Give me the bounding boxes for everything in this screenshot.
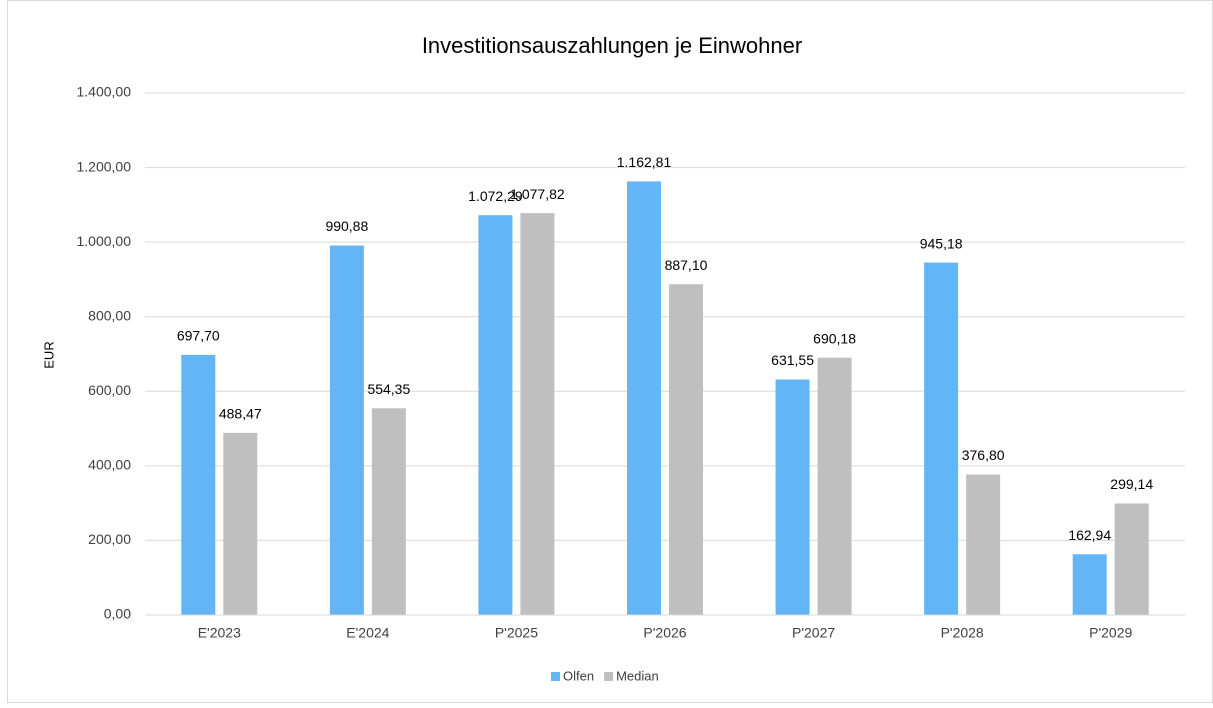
y-tick-label: 600,00 — [88, 382, 131, 398]
value-label: 887,10 — [665, 257, 708, 273]
y-tick-label: 1.000,00 — [77, 233, 132, 249]
value-label: 488,47 — [219, 406, 262, 422]
legend-swatch — [551, 672, 560, 681]
legend-swatch — [604, 672, 614, 681]
value-label: 945,18 — [920, 235, 963, 251]
value-label: 299,14 — [1110, 476, 1153, 492]
bar — [478, 215, 513, 615]
y-tick-label: 800,00 — [88, 307, 131, 323]
bar — [775, 379, 810, 615]
x-tick-label: E'2024 — [346, 625, 389, 641]
bar — [520, 213, 555, 615]
y-tick-label: 0,00 — [104, 606, 131, 622]
value-label: 1.162,81 — [617, 154, 672, 170]
value-label: 1.077,82 — [510, 186, 565, 202]
x-tick-label: P'2027 — [792, 625, 835, 641]
x-tick-label: P'2029 — [1089, 625, 1132, 641]
bar — [924, 262, 959, 615]
value-label: 554,35 — [367, 381, 410, 397]
bar — [371, 408, 406, 615]
x-tick-label: P'2026 — [643, 625, 686, 641]
legend-label: Olfen — [563, 668, 594, 683]
y-tick-label: 1.400,00 — [77, 84, 132, 100]
value-label: 631,55 — [771, 352, 814, 368]
bar — [669, 284, 703, 615]
y-axis-label: EUR — [41, 341, 56, 368]
x-tick-label: P'2025 — [495, 625, 538, 641]
bar — [1072, 554, 1107, 615]
chart-title: Investitionsauszahlungen je Einwohner — [422, 33, 802, 58]
bar — [223, 432, 258, 615]
value-label: 990,88 — [325, 218, 368, 234]
legend-label: Median — [616, 668, 659, 683]
value-label: 1.072,29 — [468, 188, 523, 204]
value-label: 697,70 — [177, 328, 220, 344]
bar — [966, 474, 1001, 615]
x-tick-label: E'2023 — [198, 625, 241, 641]
bar — [817, 357, 852, 615]
bar — [181, 354, 216, 615]
x-tick-label: P'2028 — [941, 625, 984, 641]
bar — [329, 245, 364, 615]
value-label: 162,94 — [1068, 527, 1111, 543]
bar — [627, 181, 661, 615]
value-label: 376,80 — [962, 447, 1005, 463]
y-tick-label: 400,00 — [88, 457, 131, 473]
y-tick-label: 1.200,00 — [77, 158, 132, 174]
value-label: 690,18 — [813, 330, 856, 346]
y-tick-label: 200,00 — [88, 531, 131, 547]
bar — [1114, 503, 1149, 615]
